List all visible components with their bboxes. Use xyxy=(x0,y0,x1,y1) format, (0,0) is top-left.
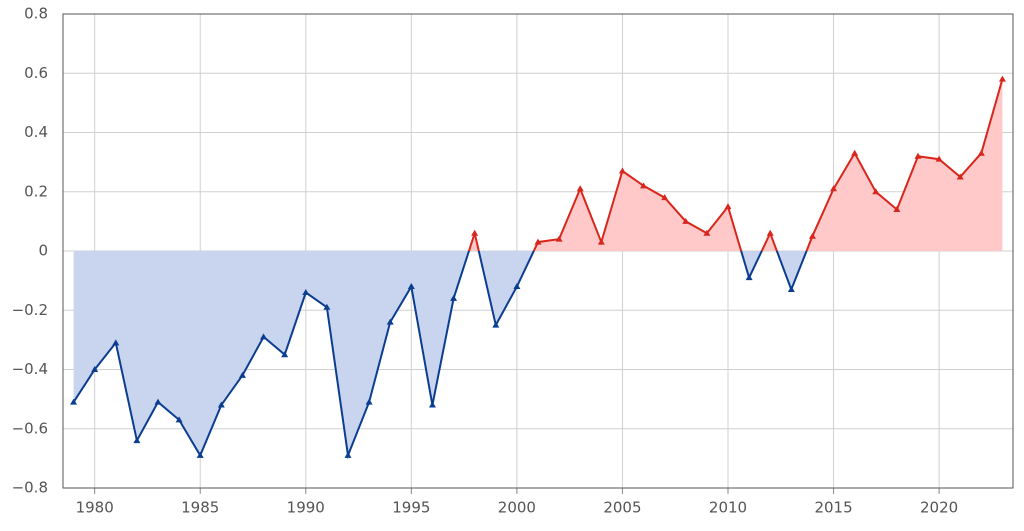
marker xyxy=(196,451,204,458)
marker xyxy=(175,416,183,423)
marker xyxy=(893,206,901,213)
y-tick-label: −0.2 xyxy=(12,301,48,319)
marker xyxy=(851,149,859,156)
x-tick-label: 2020 xyxy=(920,499,958,517)
y-tick-label: −0.4 xyxy=(12,360,48,378)
marker xyxy=(830,185,838,192)
marker xyxy=(724,203,732,210)
marker xyxy=(154,398,162,405)
marker xyxy=(281,351,289,358)
marker xyxy=(302,288,310,295)
x-tick-label: 2000 xyxy=(498,499,536,517)
marker xyxy=(428,401,436,408)
line-negative xyxy=(72,251,808,460)
marker xyxy=(217,401,225,408)
marker xyxy=(238,371,246,378)
marker xyxy=(344,451,352,458)
area-positive xyxy=(73,79,1003,251)
marker xyxy=(766,229,774,236)
marker xyxy=(787,286,795,293)
marker xyxy=(872,188,880,195)
marker xyxy=(555,235,563,242)
marker xyxy=(91,366,99,372)
marker xyxy=(576,185,584,192)
area-negative xyxy=(73,251,1003,456)
x-tick-label: 2010 xyxy=(709,499,747,517)
y-tick-label: 0.4 xyxy=(24,123,48,141)
marker xyxy=(977,149,985,156)
y-tick-label: 0.8 xyxy=(24,5,48,23)
x-tick-label: 1990 xyxy=(287,499,325,517)
marker xyxy=(597,238,605,245)
marker xyxy=(260,333,268,340)
x-tick-label: 2015 xyxy=(814,499,852,517)
marker xyxy=(935,155,943,162)
marker xyxy=(661,194,669,201)
x-tick-label: 1985 xyxy=(181,499,219,517)
marker xyxy=(640,182,648,189)
marker xyxy=(133,437,141,444)
marker xyxy=(407,283,415,290)
y-tick-label: −0.6 xyxy=(12,419,48,437)
marker xyxy=(471,229,479,236)
marker xyxy=(956,173,964,180)
marker xyxy=(450,294,458,301)
y-tick-label: 0.2 xyxy=(24,182,48,200)
marker xyxy=(914,152,922,159)
marker xyxy=(112,339,120,346)
marker xyxy=(534,238,542,245)
y-tick-label: 0.6 xyxy=(24,64,48,82)
marker xyxy=(745,274,753,281)
x-tick-label: 1980 xyxy=(76,499,114,517)
marker xyxy=(682,217,690,224)
marker xyxy=(492,321,500,328)
marker xyxy=(323,303,331,310)
marker xyxy=(808,232,816,239)
marker xyxy=(703,229,711,236)
y-tick-label: −0.8 xyxy=(12,479,48,497)
marker xyxy=(70,398,78,405)
marker xyxy=(618,167,626,174)
marker xyxy=(386,318,394,325)
x-tick-label: 2005 xyxy=(603,499,641,517)
y-tick-label: 0 xyxy=(38,242,48,260)
marker xyxy=(513,283,521,290)
plot-frame xyxy=(62,13,1014,489)
marker xyxy=(998,75,1006,82)
marker xyxy=(365,398,373,405)
x-tick-label: 1995 xyxy=(392,499,430,517)
